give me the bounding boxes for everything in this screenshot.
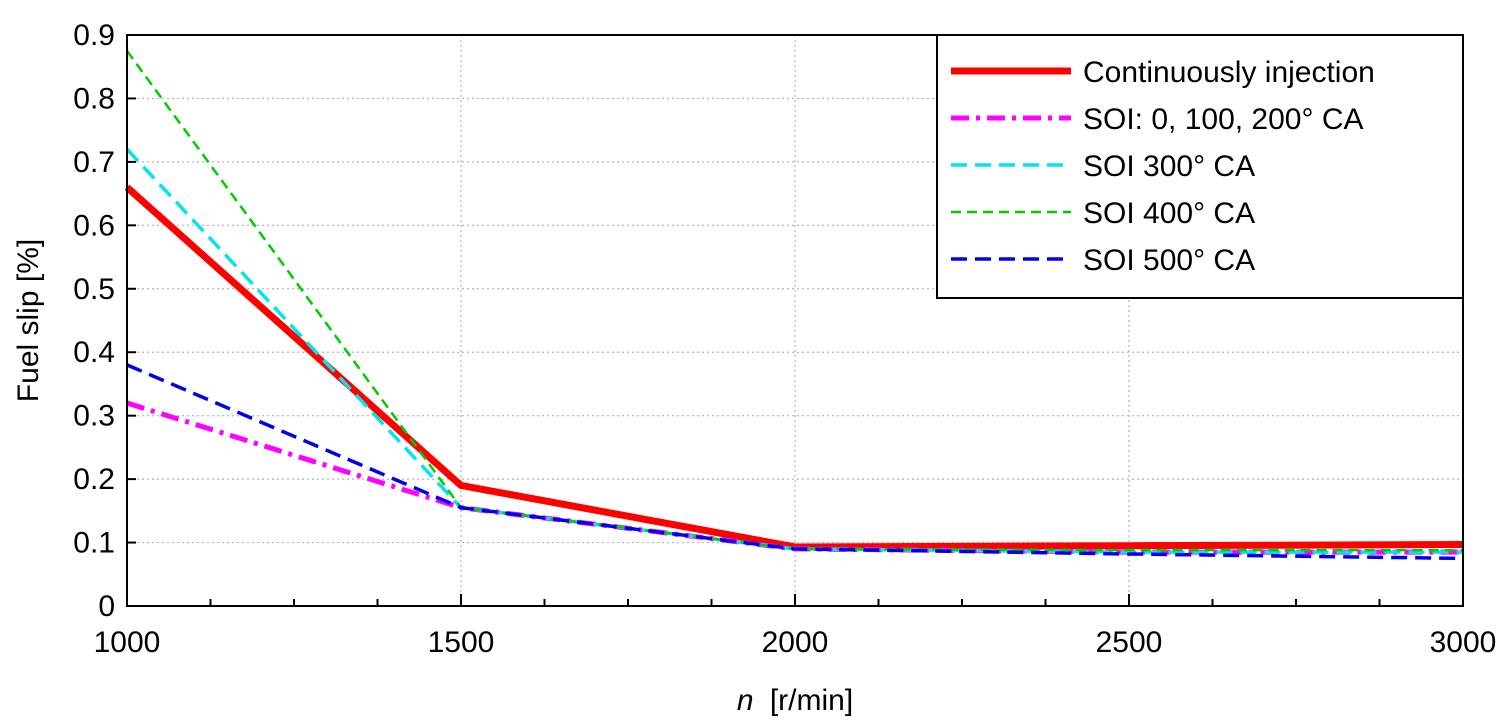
legend-label-2: SOI: 0, 100, 200° CA <box>1083 103 1364 136</box>
y-tick-label: 0.4 <box>73 336 115 369</box>
y-tick-label: 0.9 <box>73 19 115 52</box>
legend-label-5: SOI 500° CA <box>1083 244 1255 277</box>
x-tick-label: 2500 <box>1096 626 1163 659</box>
x-axis-unit: [r/min] <box>770 684 853 717</box>
y-tick-label: 0.2 <box>73 463 115 496</box>
x-tick-label: 3000 <box>1430 626 1497 659</box>
x-tick-label: 2000 <box>762 626 829 659</box>
x-tick-label: 1000 <box>94 626 161 659</box>
x-axis-title: n [r/min] <box>737 684 853 717</box>
legend-label-3: SOI 300° CA <box>1083 150 1255 183</box>
legend-label-1: Continuously injection <box>1083 56 1375 89</box>
legend: Continuously injection SOI: 0, 100, 200° … <box>936 34 1464 299</box>
x-tick-labels: 1000 1500 2000 2500 3000 <box>94 626 1497 659</box>
series-lines <box>124 50 1464 561</box>
y-tick-label: 0.8 <box>73 82 115 115</box>
series-line-5 <box>126 363 1464 561</box>
axis-ticks <box>126 34 1464 607</box>
y-tick-label: 0.1 <box>73 527 115 560</box>
legend-items: Continuously injection SOI: 0, 100, 200° … <box>951 56 1375 277</box>
y-tick-label: 0 <box>98 590 115 623</box>
x-tick-label: 1500 <box>428 626 495 659</box>
y-tick-label: 0.5 <box>73 273 115 306</box>
x-axis-variable: n <box>737 684 754 717</box>
y-tick-label: 0.3 <box>73 400 115 433</box>
y-tick-labels: 0 0.1 0.2 0.3 0.4 0.5 0.6 0.7 0.8 0.9 <box>73 19 115 623</box>
y-tick-label: 0.7 <box>73 146 115 179</box>
y-axis-title: Fuel slip [%] <box>12 239 45 402</box>
legend-label-4: SOI 400° CA <box>1083 197 1255 230</box>
y-tick-label: 0.6 <box>73 209 115 242</box>
